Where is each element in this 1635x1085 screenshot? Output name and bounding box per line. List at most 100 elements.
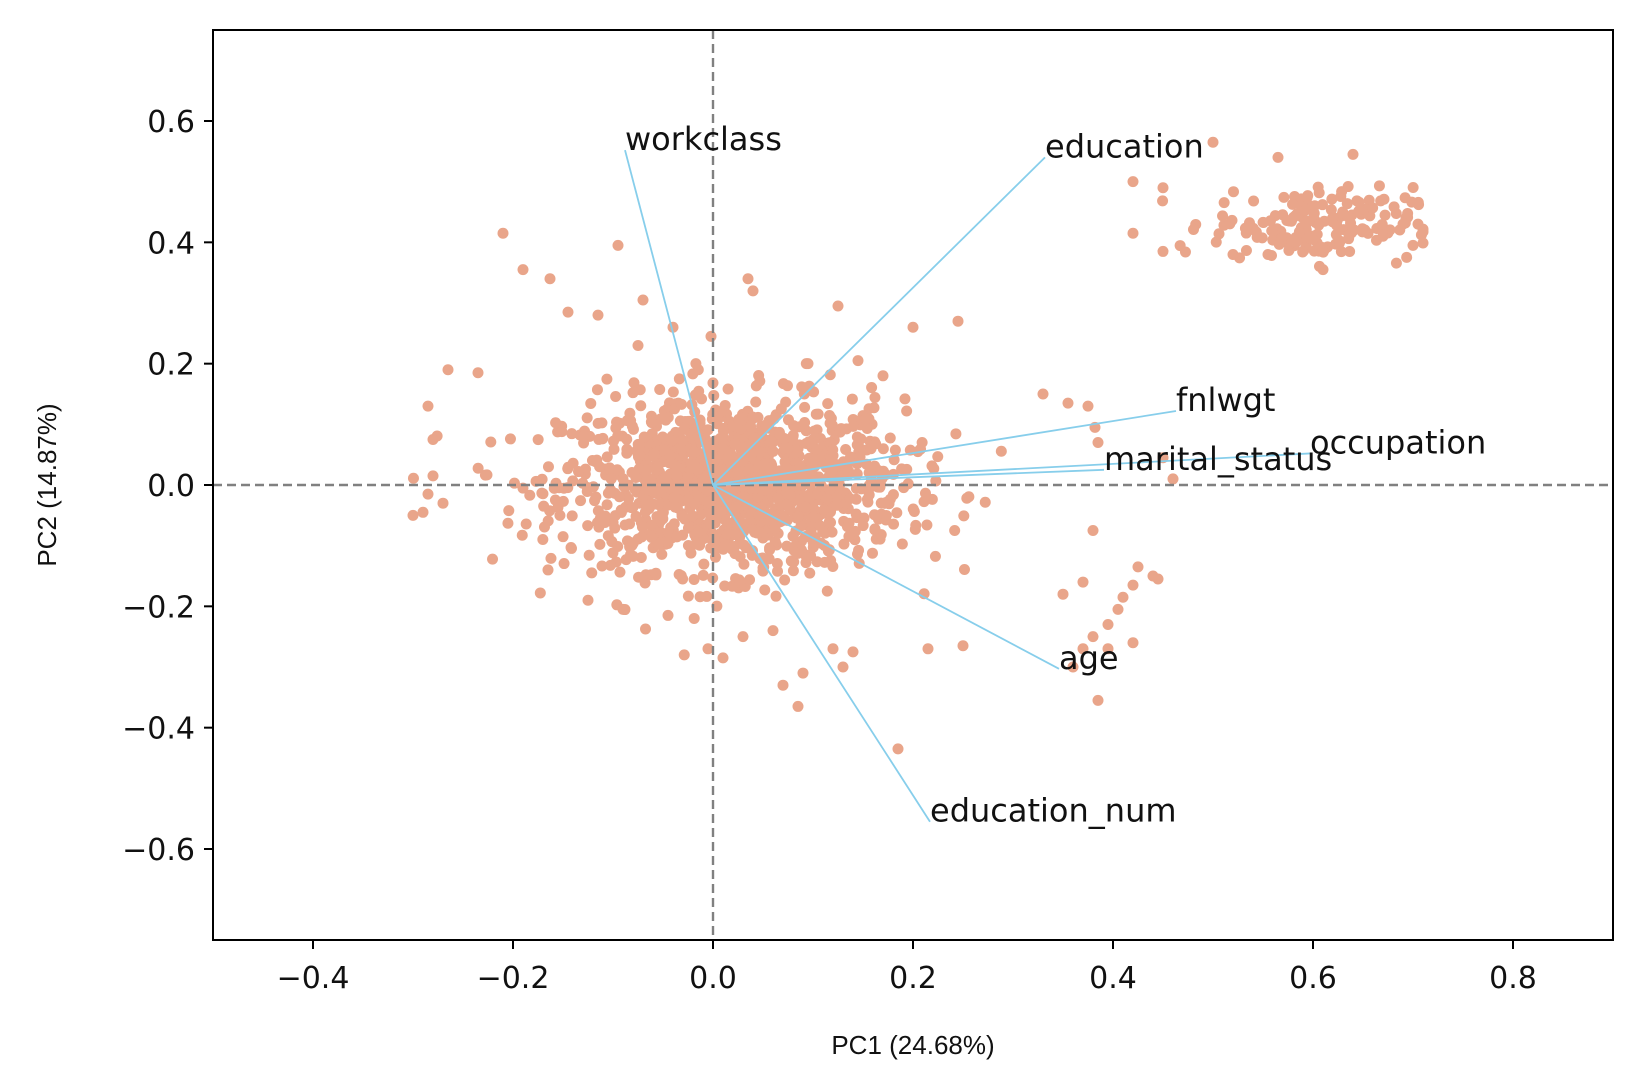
data-point <box>1112 603 1124 615</box>
data-point <box>536 487 548 499</box>
data-point <box>534 587 546 599</box>
data-point <box>627 537 639 549</box>
vector-age <box>712 484 1060 670</box>
data-point <box>695 508 707 520</box>
data-point <box>479 469 491 481</box>
data-point <box>1226 214 1238 226</box>
vector-marital_status <box>712 468 1105 486</box>
data-point <box>733 574 745 586</box>
data-point <box>861 423 873 435</box>
data-point <box>1353 196 1365 208</box>
data-point <box>578 430 590 442</box>
data-point <box>716 432 728 444</box>
data-point <box>1397 218 1409 230</box>
data-point <box>823 454 835 466</box>
data-point <box>792 700 804 712</box>
data-point <box>706 413 718 425</box>
data-point <box>827 444 839 456</box>
data-point <box>779 574 791 586</box>
data-point <box>608 443 620 455</box>
data-point <box>562 306 574 318</box>
data-point <box>1077 643 1089 655</box>
data-point <box>583 549 595 561</box>
data-point <box>648 448 660 460</box>
data-point <box>685 547 697 559</box>
data-point <box>585 397 597 409</box>
data-point <box>870 438 882 450</box>
data-point <box>1313 219 1325 231</box>
loading-vector-labels: workclass education fnlwgt occupationmarita… <box>625 120 1486 830</box>
data-point <box>1240 245 1252 257</box>
data-point <box>605 473 617 485</box>
data-point <box>636 531 648 543</box>
data-point <box>656 548 668 560</box>
data-point <box>801 551 813 563</box>
data-point <box>818 504 830 516</box>
data-point <box>676 434 688 446</box>
data-point <box>781 380 793 392</box>
data-point <box>744 574 756 586</box>
data-point <box>1334 235 1346 247</box>
data-point <box>773 426 785 438</box>
data-point <box>725 448 737 460</box>
data-point <box>682 590 694 602</box>
vector-label-education_num: education_num <box>930 792 1177 830</box>
data-point <box>566 510 578 522</box>
data-point <box>1243 217 1255 229</box>
vector-workclass <box>624 149 714 486</box>
data-point <box>673 373 685 385</box>
data-point <box>802 358 814 370</box>
data-point <box>1390 257 1402 269</box>
data-point <box>1152 573 1164 585</box>
data-point <box>637 294 649 306</box>
data-point <box>1037 388 1049 400</box>
data-point <box>869 391 881 403</box>
y-tick-label: −0.4 <box>122 712 195 747</box>
data-point <box>1306 233 1318 245</box>
data-point <box>857 520 869 532</box>
loading-vectors <box>624 149 1311 823</box>
data-point <box>679 423 691 435</box>
data-point <box>671 531 683 543</box>
data-point <box>843 517 855 529</box>
data-point <box>1367 202 1379 214</box>
y-tick-label: −0.6 <box>122 833 195 868</box>
data-point <box>819 556 831 568</box>
data-point <box>799 401 811 413</box>
data-point <box>567 457 579 469</box>
data-point <box>586 567 598 579</box>
data-point <box>767 625 779 637</box>
data-point <box>1217 210 1229 222</box>
data-point <box>795 467 807 479</box>
data-point <box>504 433 516 445</box>
data-point <box>851 431 863 443</box>
data-point <box>747 411 759 423</box>
data-point <box>1317 264 1329 276</box>
vector-label-age: age <box>1059 639 1119 677</box>
data-point <box>502 517 514 529</box>
data-point <box>949 524 961 536</box>
data-point <box>656 509 668 521</box>
data-point <box>930 475 942 487</box>
data-point <box>1057 588 1069 600</box>
data-point <box>821 585 833 597</box>
data-point <box>844 493 856 505</box>
data-point <box>686 510 698 522</box>
data-point <box>868 402 880 414</box>
data-point <box>572 466 584 478</box>
data-point <box>442 364 454 376</box>
data-point <box>814 453 826 465</box>
data-point <box>799 501 811 513</box>
data-point <box>517 264 529 276</box>
data-point <box>892 743 904 755</box>
data-point <box>594 538 606 550</box>
data-point <box>1082 400 1094 412</box>
data-point <box>1218 219 1230 231</box>
data-point <box>626 420 638 432</box>
data-point <box>1250 226 1262 238</box>
data-point <box>681 480 693 492</box>
data-point <box>628 377 640 389</box>
data-point <box>644 474 656 486</box>
data-point <box>928 463 940 475</box>
